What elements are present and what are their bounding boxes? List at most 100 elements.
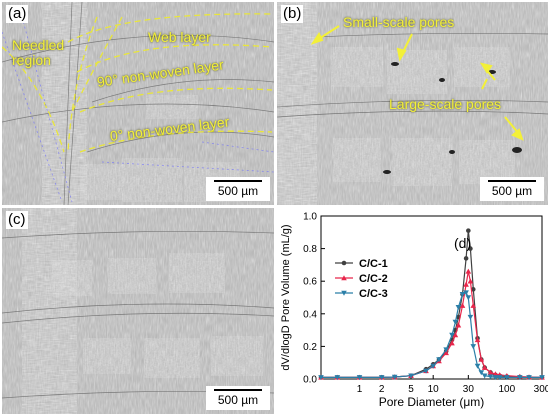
data-point [467, 314, 474, 320]
sem-panel-b: (b) Small-scale pores Large-scale pores … [277, 2, 548, 205]
data-point [526, 375, 532, 381]
scale-bar-a: 500 µm [206, 177, 270, 201]
x-tick-label: 100 [499, 384, 516, 395]
scale-bar-line [214, 389, 262, 391]
data-point [443, 347, 449, 353]
legend-label: C/C-2 [359, 273, 388, 285]
data-point [449, 340, 455, 346]
data-point [449, 332, 455, 338]
ticks-layer: 1 2 5 10 30 100 300 0.0 0.2 0.4 0.6 0.8 1.0 [303, 212, 548, 396]
data-point [474, 337, 481, 343]
sem-image-a [2, 2, 274, 205]
panel-label-a: (a) [6, 5, 29, 23]
y-tick-label: 0.4 [303, 309, 317, 320]
series-line [321, 271, 543, 378]
sem-panel-a: (a) Needled region Web layer 90° non-wov… [2, 2, 274, 205]
data-point [466, 228, 471, 233]
data-point [504, 375, 510, 381]
data-point [391, 374, 398, 380]
data-point [496, 375, 503, 381]
data-point [463, 290, 469, 296]
y-tick-label: 1.0 [303, 212, 317, 223]
data-point [455, 305, 462, 311]
data-point [470, 287, 476, 292]
data-point [463, 256, 469, 261]
y-tick-label: 0.6 [303, 277, 317, 288]
data-point [539, 375, 545, 381]
data-point [318, 375, 324, 381]
legend-label: C/C-3 [359, 288, 388, 300]
data-point [341, 260, 347, 266]
data-point [423, 368, 429, 374]
data-point [408, 373, 414, 379]
panel-label-d: (d) [454, 235, 471, 251]
data-point [467, 278, 474, 284]
series-line [321, 230, 542, 378]
y-tick-label: 0.8 [303, 244, 317, 255]
data-point [478, 356, 485, 362]
annotation-needled-region: Needled region [12, 37, 65, 68]
data-point [478, 370, 485, 376]
data-point [334, 375, 341, 381]
data-point [492, 371, 499, 377]
x-tick-label: 300 [534, 384, 548, 395]
data-point [487, 369, 494, 375]
data-point [481, 364, 488, 370]
data-point [341, 290, 347, 296]
y-axis-label: dV/dlogD Pore Volume (mL/g) [280, 224, 292, 370]
x-tick-label: 1 [357, 384, 363, 395]
data-point [378, 375, 385, 381]
scale-bar-label: 500 µm [217, 184, 259, 198]
data-point [455, 322, 462, 328]
data-point [436, 357, 442, 363]
series-layer [318, 228, 545, 381]
data-point [430, 363, 436, 369]
scale-bar-label: 500 µm [217, 393, 259, 407]
data-point [452, 319, 459, 325]
data-point [459, 302, 466, 308]
scale-bar-b: 500 µm [480, 177, 544, 201]
data-point [481, 373, 488, 379]
data-point [470, 302, 477, 308]
data-point [452, 332, 459, 338]
annotation-large-scale-pores: Large-scale pores [389, 96, 502, 112]
annotation-small-scale-pores: Small-scale pores [343, 14, 455, 30]
pore-chart-panel: 1 2 5 10 30 100 300 0.0 0.2 0.4 0.6 0.8 1.0 C/C-1 C/C… [277, 208, 548, 414]
data-point [470, 344, 477, 350]
x-tick-label: 30 [463, 384, 475, 395]
panel-label-b: (b) [281, 5, 304, 23]
sem-panel-c: (c) 500 µm [2, 208, 274, 414]
legend: C/C-1 C/C-2 C/C-3 [335, 258, 388, 300]
data-point [468, 246, 473, 251]
data-point [341, 275, 347, 281]
x-tick-label: 10 [428, 384, 440, 395]
data-point [465, 268, 472, 274]
x-tick-label: 2 [379, 384, 385, 395]
plot-frame [320, 215, 543, 380]
legend-label: C/C-1 [359, 258, 388, 270]
data-point [443, 350, 449, 356]
data-point [356, 375, 363, 381]
annotation-arrows [310, 25, 524, 141]
series-c-c-1 [318, 228, 545, 380]
y-tick-label: 0.2 [303, 342, 317, 353]
data-point [487, 374, 494, 380]
scale-bar-label: 500 µm [491, 184, 533, 198]
y-tick-label: 0.0 [303, 375, 317, 386]
data-point [474, 363, 481, 369]
scale-bar-c: 500 µm [206, 386, 270, 410]
x-axis-label: Pore Diameter (μm) [379, 395, 485, 409]
data-point [492, 375, 499, 381]
panel-label-c: (c) [6, 211, 28, 229]
sem-image-c [2, 208, 274, 414]
data-point [465, 295, 472, 301]
data-point [517, 375, 523, 381]
x-tick-label: 5 [408, 384, 414, 395]
annotation-web-layer: Web layer [148, 29, 211, 45]
scale-bar-line [214, 180, 262, 182]
series-c-c-3 [318, 290, 545, 381]
data-point [463, 281, 469, 287]
scale-bar-line [488, 180, 536, 182]
data-point [459, 292, 466, 298]
